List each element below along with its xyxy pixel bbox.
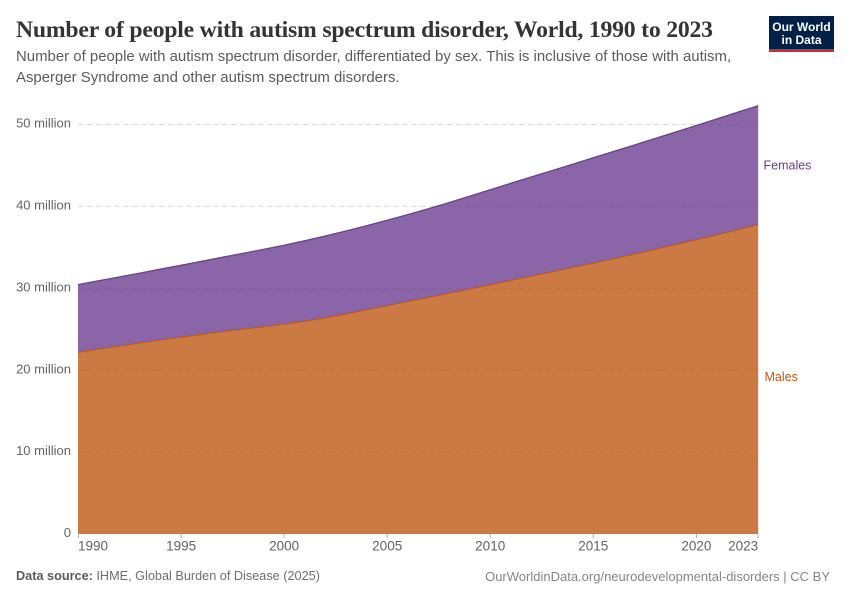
svg-text:2020: 2020 (681, 539, 711, 554)
svg-text:1995: 1995 (166, 539, 196, 554)
svg-text:2015: 2015 (578, 539, 608, 554)
svg-text:2005: 2005 (372, 539, 402, 554)
svg-text:30 million: 30 million (16, 279, 71, 294)
svg-text:50 million: 50 million (16, 116, 71, 131)
svg-text:2010: 2010 (475, 539, 505, 554)
svg-text:40 million: 40 million (16, 198, 71, 213)
svg-text:2023: 2023 (728, 539, 758, 554)
svg-text:10 million: 10 million (16, 443, 71, 458)
svg-text:1990: 1990 (78, 539, 108, 554)
svg-text:0: 0 (64, 525, 71, 540)
svg-text:20 million: 20 million (16, 361, 71, 376)
svg-text:Females: Females (764, 159, 812, 173)
svg-text:Males: Males (765, 370, 798, 384)
svg-text:2000: 2000 (269, 539, 299, 554)
